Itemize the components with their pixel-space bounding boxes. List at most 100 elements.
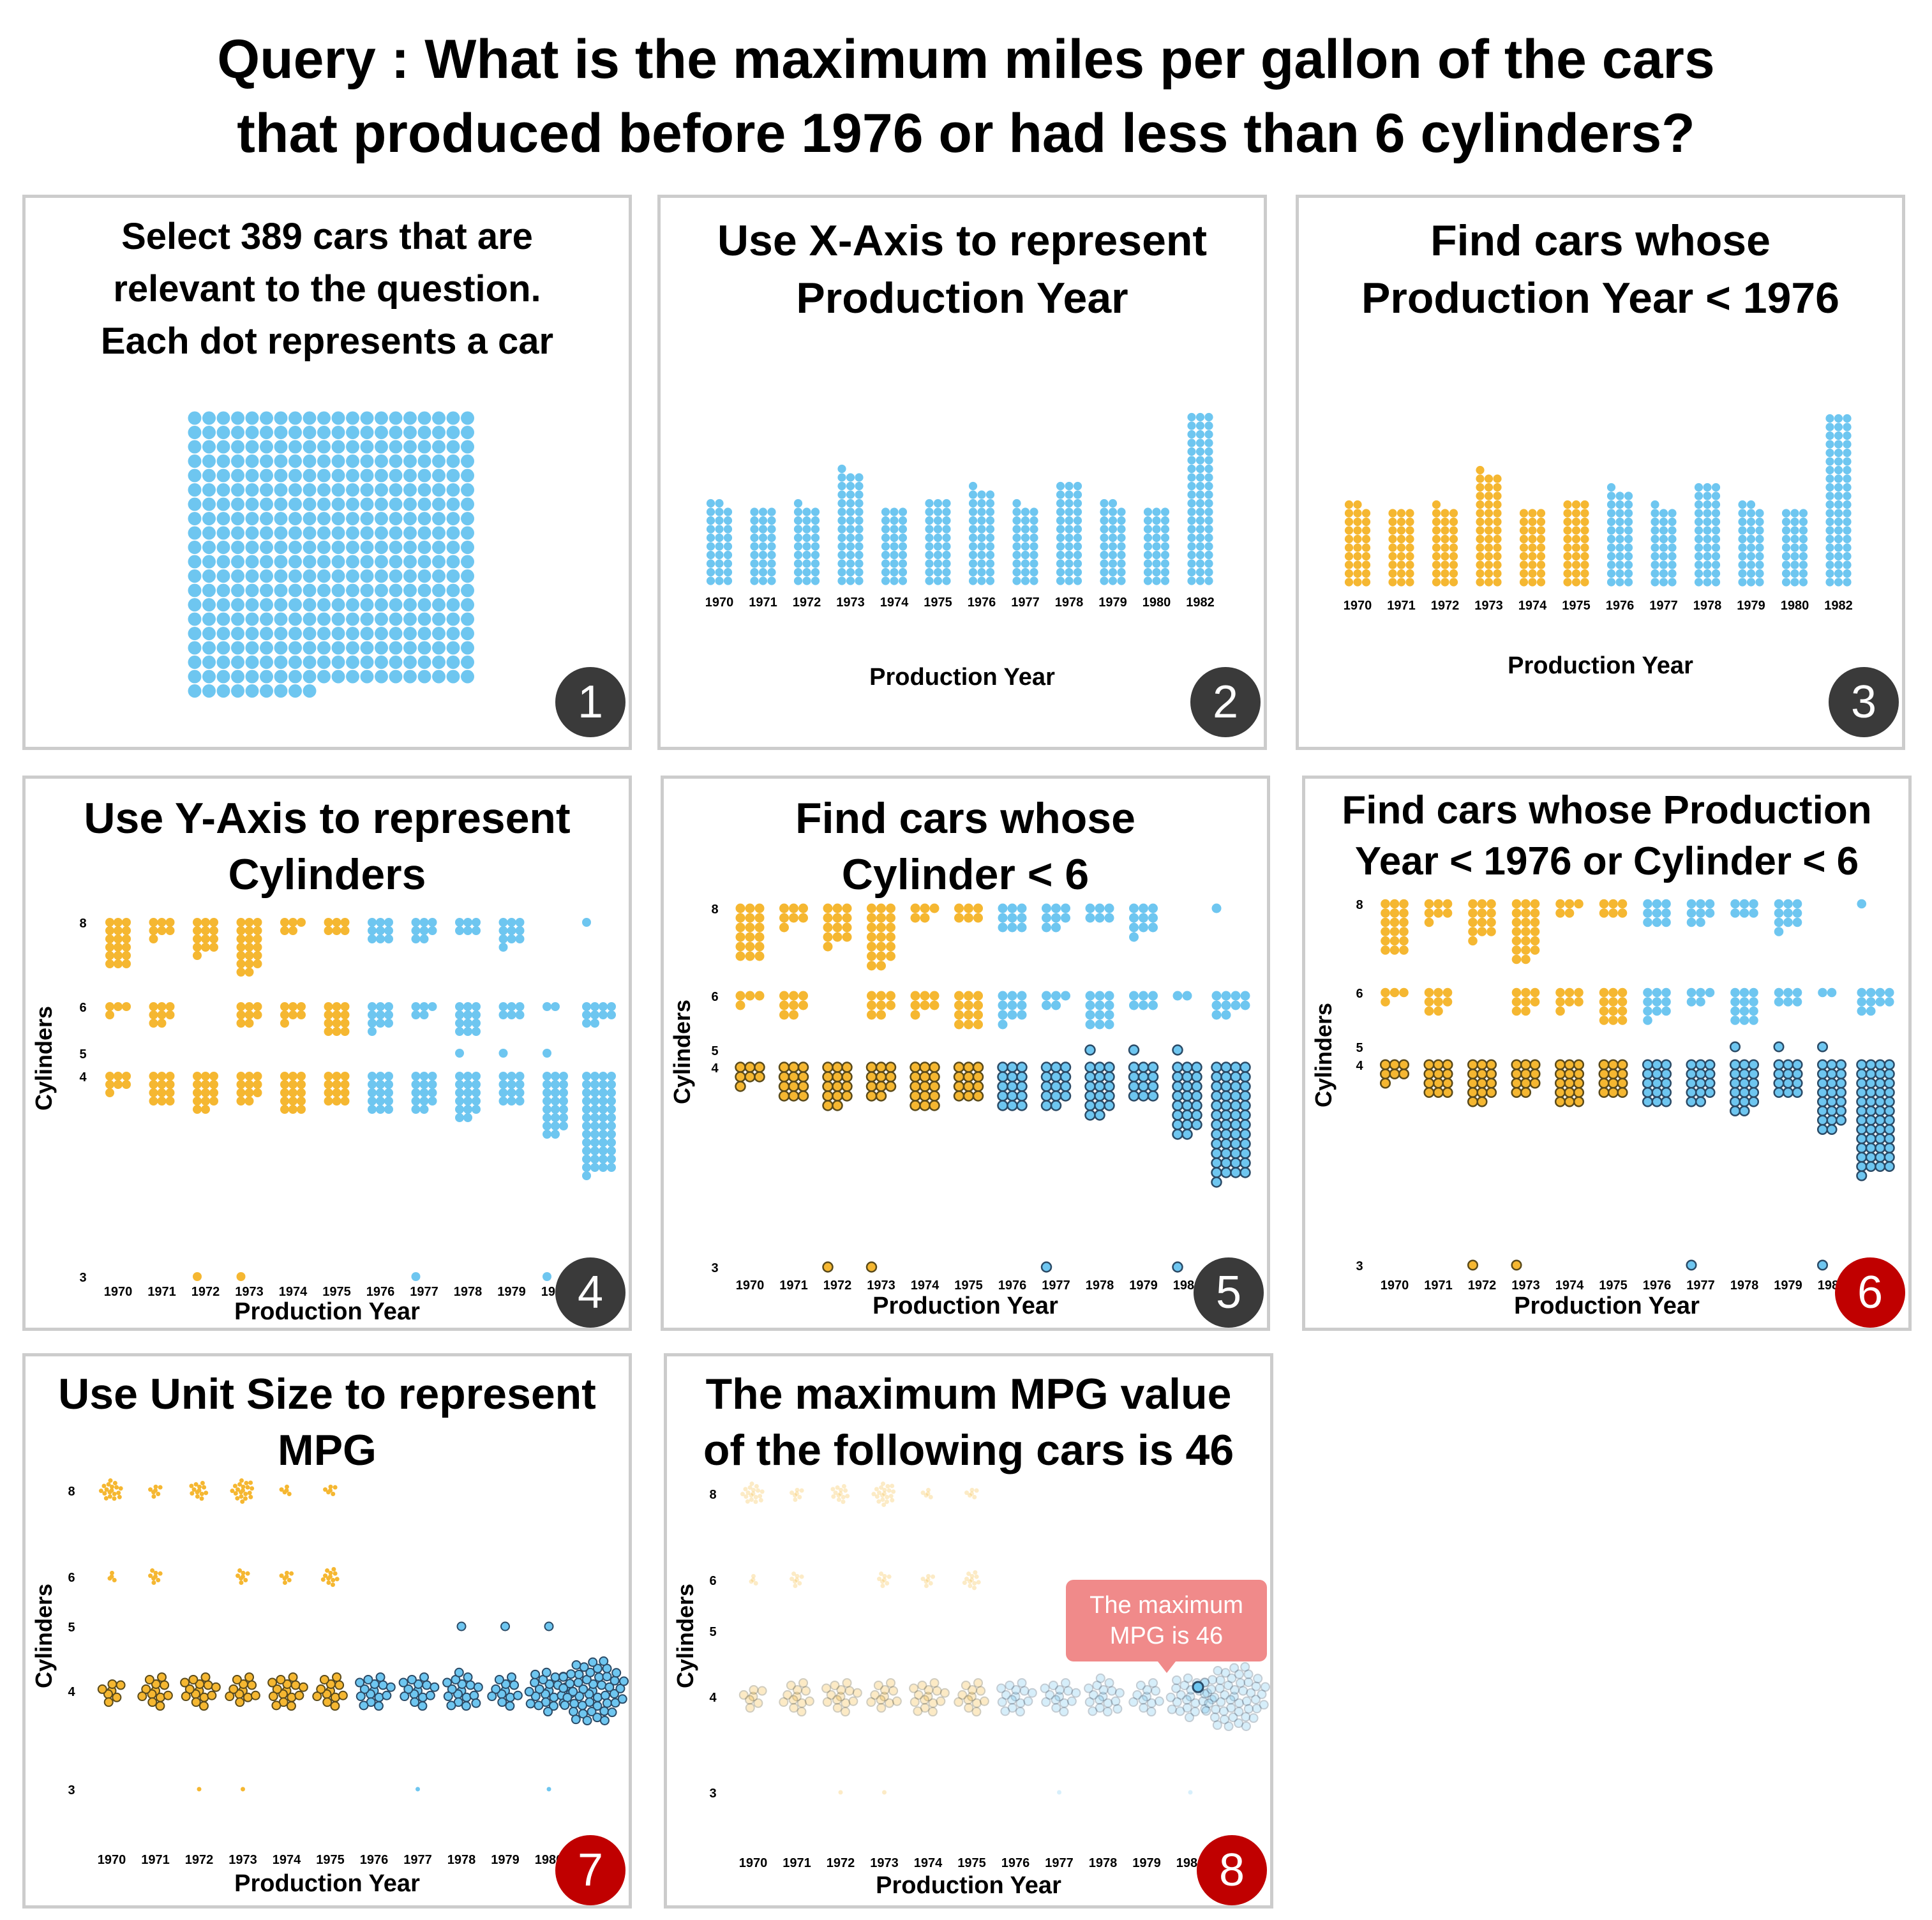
car-dot	[1573, 1096, 1585, 1107]
car-dot	[201, 1088, 210, 1097]
car-dot	[231, 541, 244, 554]
car-dot	[282, 1576, 287, 1581]
car-dot	[887, 1574, 892, 1579]
car-dot	[260, 454, 273, 468]
car-dot	[846, 516, 855, 525]
car-dot	[373, 1701, 384, 1711]
car-dot	[1191, 1090, 1202, 1102]
car-dot	[1389, 987, 1400, 998]
car-dot	[582, 1171, 591, 1180]
car-dot	[1204, 542, 1213, 551]
car-dot	[1061, 1678, 1071, 1688]
car-dot	[1729, 1068, 1741, 1080]
car-dot	[1493, 534, 1502, 544]
car-dot	[1195, 533, 1205, 543]
car-dot	[461, 1692, 472, 1702]
car-dot	[389, 426, 403, 439]
car-dot	[1493, 500, 1502, 509]
car-dot	[607, 1088, 616, 1097]
car-dot	[384, 1002, 393, 1011]
car-dot	[1668, 578, 1677, 587]
car-dot	[1571, 500, 1581, 509]
car-dot	[865, 1090, 878, 1102]
car-dot	[1493, 569, 1502, 578]
car-dot	[1221, 1010, 1231, 1020]
car-dot	[202, 612, 216, 626]
car-dot	[407, 1674, 417, 1684]
car-dot	[236, 926, 246, 935]
car-dot	[1564, 899, 1575, 909]
car-dot	[1117, 550, 1126, 560]
car-dot	[331, 1492, 336, 1497]
car-dot	[867, 932, 876, 942]
car-dot	[236, 943, 246, 952]
car-dot	[844, 1686, 855, 1696]
car-dot	[929, 1100, 940, 1111]
car-dot	[1825, 483, 1834, 492]
car-dot	[1530, 899, 1540, 909]
car-dot	[1790, 517, 1799, 527]
car-dot	[558, 1683, 569, 1693]
car-dot	[112, 1496, 117, 1501]
car-dot	[793, 525, 803, 534]
car-dot	[1012, 550, 1021, 560]
car-dot	[973, 1010, 983, 1020]
car-dot	[236, 1487, 241, 1492]
car-dot	[607, 1146, 616, 1155]
car-dot	[1651, 551, 1659, 561]
car-dot	[1816, 1259, 1829, 1271]
car-dot	[1574, 899, 1584, 909]
car-dot	[461, 497, 474, 511]
car-dot	[1397, 543, 1406, 552]
car-dot	[360, 483, 374, 497]
car-dot	[472, 1002, 481, 1011]
car-dot	[188, 569, 202, 583]
car-dot	[184, 1684, 195, 1694]
car-dot	[754, 941, 765, 952]
car-dot	[1825, 423, 1834, 431]
car-dot	[1792, 1068, 1803, 1080]
car-dot	[507, 1080, 516, 1089]
car-dot	[1865, 1086, 1876, 1099]
car-dot	[1143, 576, 1153, 585]
car-dot	[998, 922, 1008, 933]
car-dot	[754, 932, 765, 942]
car-dot	[432, 583, 446, 597]
car-dot	[1171, 1683, 1181, 1693]
car-dot	[1239, 1129, 1251, 1140]
car-dot	[1050, 1090, 1062, 1102]
car-dot	[1746, 526, 1756, 535]
car-dot	[1485, 1077, 1497, 1089]
car-dot	[1615, 509, 1624, 518]
car-dot	[276, 1674, 286, 1684]
car-dot	[201, 1072, 210, 1081]
car-dot	[1211, 903, 1222, 913]
car-dot	[1825, 474, 1834, 483]
car-dot	[1661, 908, 1671, 918]
car-dot	[961, 1680, 971, 1690]
car-dot	[1056, 533, 1065, 543]
car-dot	[1598, 1077, 1610, 1089]
car-dot	[1095, 1673, 1105, 1683]
car-dot	[1388, 569, 1397, 578]
car-dot	[237, 1568, 243, 1573]
car-dot	[582, 1010, 591, 1019]
car-dot	[216, 526, 230, 540]
car-dot	[274, 541, 288, 554]
car-dot	[334, 1680, 345, 1690]
car-dot	[919, 1100, 931, 1111]
car-dot	[360, 612, 374, 626]
car-dot	[1790, 551, 1799, 561]
car-dot	[461, 641, 474, 655]
car-dot	[253, 1088, 262, 1097]
car-dot	[1195, 447, 1205, 456]
car-dot	[1834, 543, 1843, 552]
car-dot	[446, 656, 460, 669]
car-dot	[428, 1080, 437, 1089]
car-dot	[1703, 534, 1712, 544]
car-dot	[706, 533, 715, 543]
car-dot	[1195, 542, 1205, 551]
car-dot	[968, 1493, 973, 1498]
car-dot	[1073, 576, 1082, 585]
car-dot	[750, 516, 759, 525]
